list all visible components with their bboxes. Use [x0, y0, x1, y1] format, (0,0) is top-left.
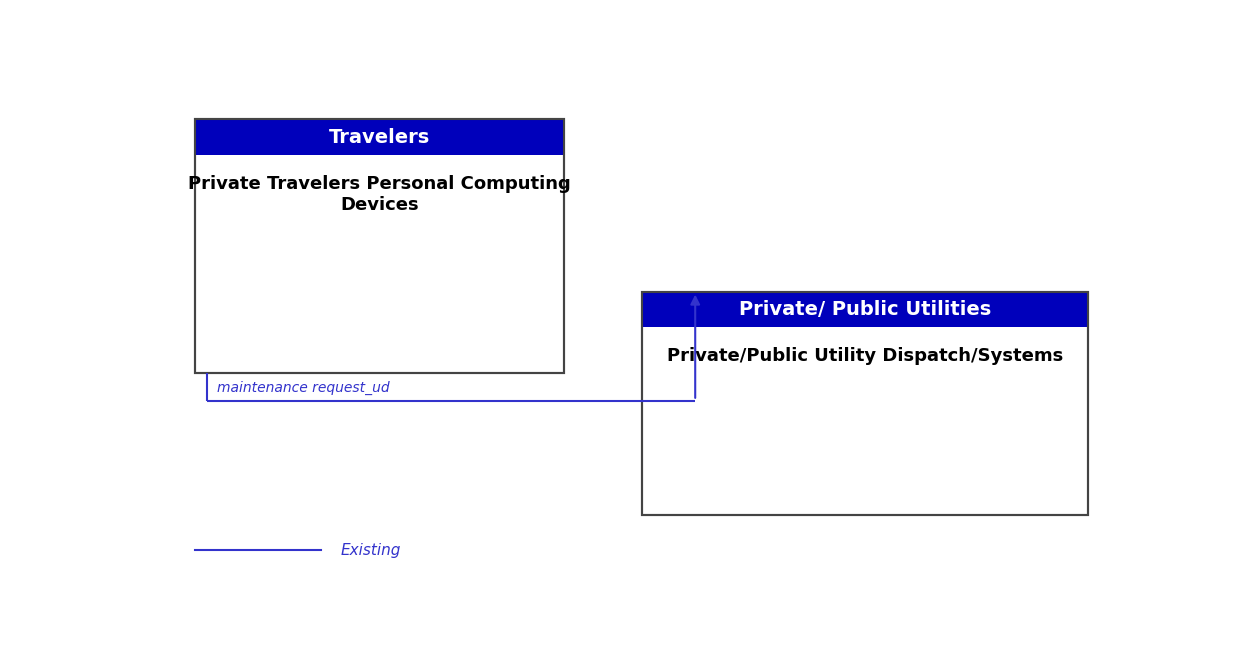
Text: Travelers: Travelers: [329, 128, 431, 147]
Bar: [641, 291, 1088, 515]
Bar: [641, 291, 1088, 327]
Bar: [195, 120, 563, 155]
Text: Private/Public Utility Dispatch/Systems: Private/Public Utility Dispatch/Systems: [667, 347, 1063, 365]
Bar: [641, 291, 1088, 515]
Text: Private/ Public Utilities: Private/ Public Utilities: [739, 300, 990, 319]
Text: Existing: Existing: [341, 543, 401, 557]
Text: Private Travelers Personal Computing
Devices: Private Travelers Personal Computing Dev…: [188, 175, 571, 214]
Bar: [195, 120, 563, 373]
Text: maintenance request_ud: maintenance request_ud: [217, 380, 389, 395]
Bar: [195, 120, 563, 373]
